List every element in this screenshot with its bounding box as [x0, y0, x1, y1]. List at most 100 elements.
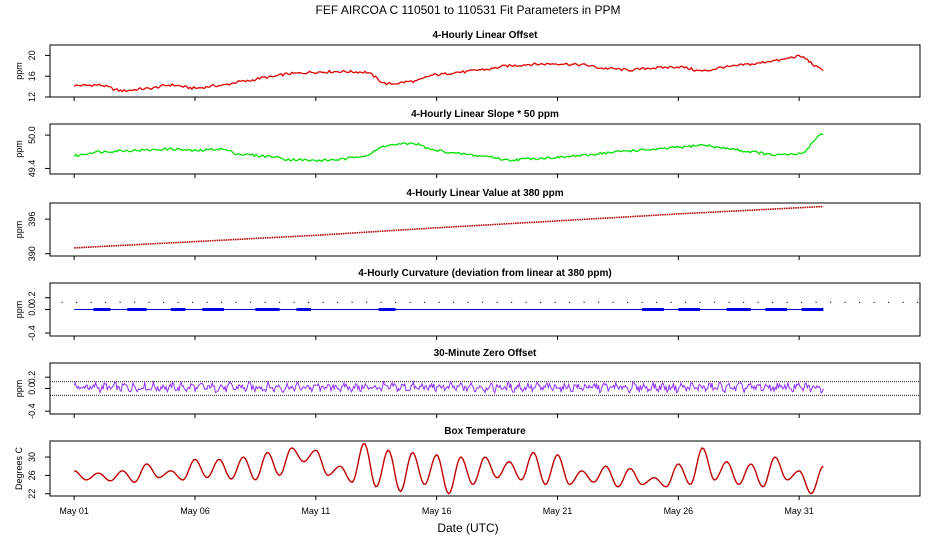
- data-point-cluster: [726, 308, 751, 311]
- y-tick-label: 50.0: [27, 126, 37, 144]
- outlier-point: [511, 301, 513, 303]
- y-axis-label: ppm: [14, 301, 24, 319]
- outlier-point: [192, 301, 194, 303]
- outlier-point: [235, 301, 237, 303]
- plot-frame: [49, 202, 921, 257]
- outlier-point: [424, 301, 426, 303]
- panel-title: 4-Hourly Curvature (deviation from linea…: [358, 268, 611, 279]
- data-point-cluster: [127, 308, 147, 311]
- data-point-cluster: [378, 308, 396, 311]
- data-point-cluster: [255, 308, 280, 311]
- outlier-point: [395, 301, 397, 303]
- outlier-point: [569, 301, 571, 303]
- data-point-cluster: [296, 308, 311, 311]
- y-axis-label: ppm: [14, 380, 24, 398]
- outlier-point: [830, 301, 832, 303]
- x-tick-label: May 06: [180, 506, 210, 516]
- y-axis-label: ppm: [14, 140, 24, 158]
- y-tick-label: 396: [27, 212, 37, 227]
- y-tick-label: 12: [27, 92, 37, 102]
- panel-1: 4-Hourly Linear Offset ppm 12 16 20: [14, 30, 921, 102]
- y-tick-label: 0.0: [27, 382, 37, 395]
- plot-frame: [49, 44, 921, 98]
- x-tick-label: May 26: [664, 506, 694, 516]
- outlier-point: [728, 301, 730, 303]
- series-line: [74, 442, 824, 495]
- y-tick-label: 49.4: [27, 160, 37, 178]
- outlier-point: [844, 301, 846, 303]
- outlier-point: [105, 301, 107, 303]
- outlier-point: [612, 301, 614, 303]
- x-tick-label: May 31: [784, 506, 814, 516]
- panel-title: Box Temperature: [444, 426, 526, 437]
- outlier-point: [815, 301, 817, 303]
- y-tick-label: 26: [27, 470, 37, 480]
- panel-title: 30-Minute Zero Offset: [434, 348, 537, 359]
- y-tick-label: 20: [27, 50, 37, 60]
- outlier-point: [366, 301, 368, 303]
- panel-5: 30-Minute Zero Offset ppm-0.4 0.00.2: [14, 348, 921, 419]
- outlier-point: [453, 301, 455, 303]
- outlier-point: [685, 301, 687, 303]
- data-point-cluster: [678, 308, 701, 311]
- outlier-point: [801, 301, 803, 303]
- outlier-point: [337, 301, 339, 303]
- x-axis-label: Date (UTC): [437, 521, 498, 535]
- y-tick-label: 0.2: [27, 371, 37, 384]
- outlier-point: [743, 301, 745, 303]
- outlier-point: [540, 301, 542, 303]
- outlier-point: [902, 301, 904, 303]
- outlier-point: [583, 301, 585, 303]
- y-tick-label: 390: [27, 246, 37, 261]
- outlier-point: [61, 301, 63, 303]
- outlier-point: [917, 301, 919, 303]
- y-axis-label: ppm: [14, 62, 24, 80]
- outlier-point: [264, 301, 266, 303]
- panel-title: 4-Hourly Linear Slope * 50 ppm: [411, 109, 559, 120]
- outlier-point: [119, 301, 121, 303]
- data-point-cluster: [93, 308, 111, 311]
- outlier-point: [206, 301, 208, 303]
- outlier-point: [525, 301, 527, 303]
- y-tick-label: -0.4: [27, 325, 37, 341]
- series-line: [73, 133, 824, 163]
- y-tick-label: 16: [27, 71, 37, 81]
- x-tick-label: May 16: [422, 506, 452, 516]
- outlier-point: [873, 301, 875, 303]
- outlier-point: [641, 301, 643, 303]
- outlier-point: [308, 301, 310, 303]
- outlier-point: [670, 301, 672, 303]
- outlier-point: [627, 301, 629, 303]
- outlier-point: [163, 301, 165, 303]
- outlier-point: [177, 301, 179, 303]
- outlier-point: [134, 301, 136, 303]
- outlier-point: [221, 301, 223, 303]
- series-line: [73, 380, 824, 395]
- outlier-point: [148, 301, 150, 303]
- data-point-cluster: [170, 308, 186, 311]
- y-tick-label: 30: [27, 452, 37, 462]
- outlier-point: [409, 301, 411, 303]
- outlier-point: [888, 301, 890, 303]
- outlier-point: [76, 301, 78, 303]
- y-tick-label: 22: [27, 489, 37, 499]
- outlier-point: [699, 301, 701, 303]
- data-point-cluster: [642, 308, 664, 311]
- x-tick-label: May 01: [59, 506, 89, 516]
- outlier-point: [772, 301, 774, 303]
- outlier-point: [467, 301, 469, 303]
- y-axis-label: ppm: [14, 221, 24, 239]
- outlier-point: [598, 301, 600, 303]
- y-axis-label: Degrees C: [14, 446, 24, 490]
- y-tick-label: 0.0: [27, 303, 37, 316]
- outlier-point: [322, 301, 324, 303]
- outlier-point: [482, 301, 484, 303]
- x-tick-label: May 21: [543, 506, 573, 516]
- panel-title: 4-Hourly Linear Value at 380 ppm: [406, 188, 563, 199]
- outlier-point: [554, 301, 556, 303]
- outlier-point: [786, 301, 788, 303]
- figure-title: FEF AIRCOA C 110501 to 110531 Fit Parame…: [315, 3, 620, 17]
- data-point-cluster: [765, 308, 788, 311]
